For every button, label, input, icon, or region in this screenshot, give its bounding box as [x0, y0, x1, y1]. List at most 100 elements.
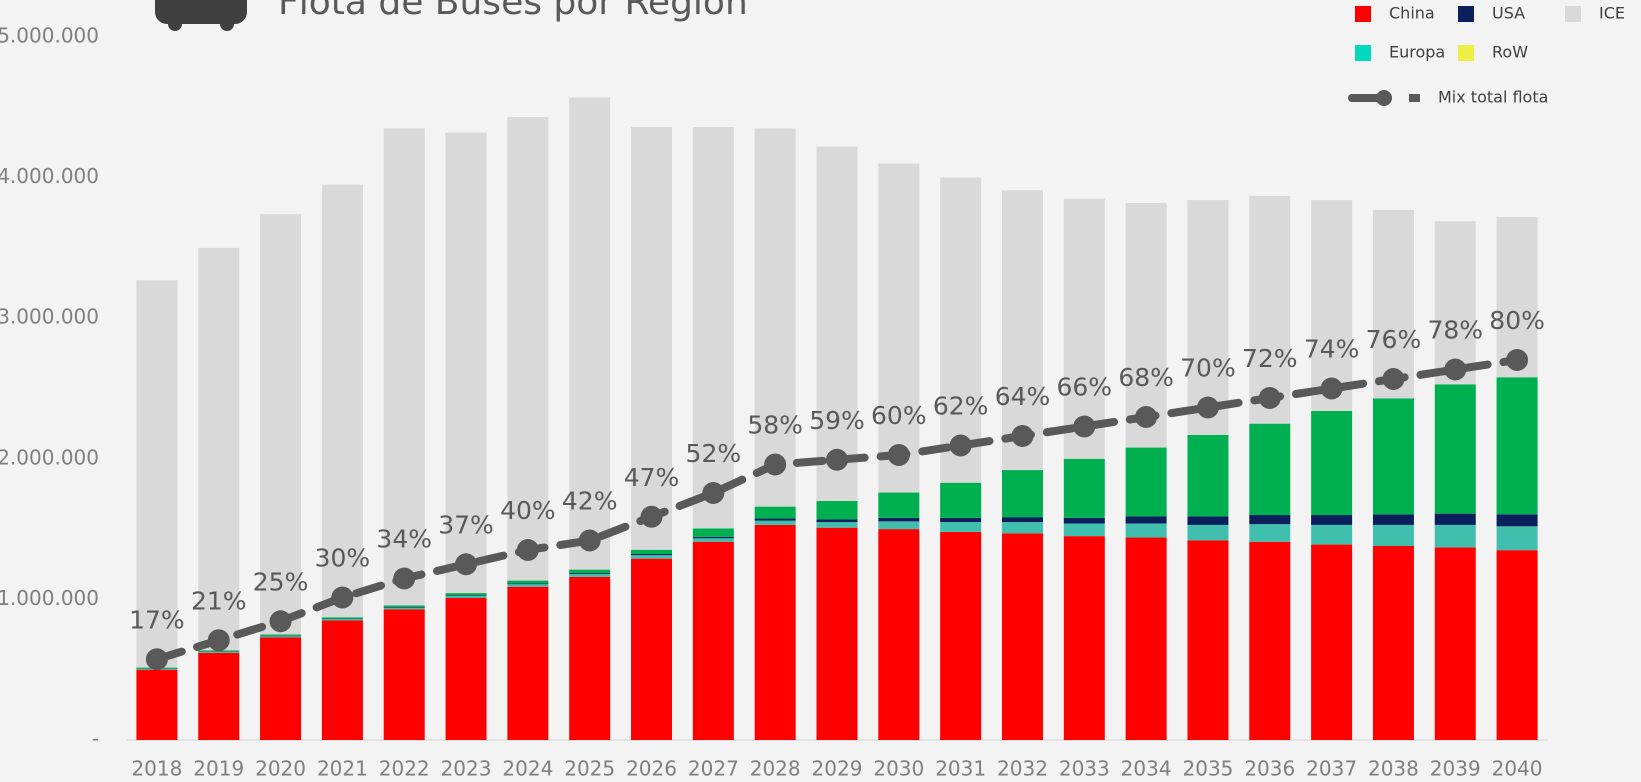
bar-segment	[1187, 524, 1229, 541]
x-tick-label: 2025	[564, 757, 615, 781]
bar-segment	[1125, 523, 1167, 538]
data-label: 60%	[871, 401, 927, 430]
bar-segment	[569, 569, 611, 574]
bar-segment	[1063, 458, 1105, 518]
bar-segment	[1311, 524, 1353, 545]
bar-segment	[816, 519, 858, 523]
bar-segment	[1249, 515, 1291, 525]
x-tick-label: 2022	[379, 757, 430, 781]
mix-marker	[393, 567, 416, 590]
bar-segment	[754, 128, 796, 507]
bar-segment	[692, 528, 734, 537]
mix-marker	[578, 529, 601, 552]
mix-marker	[207, 629, 230, 652]
bar-segment	[1311, 515, 1353, 525]
bar-segment	[1249, 524, 1291, 542]
bar-segment	[816, 522, 858, 528]
data-label: 78%	[1427, 316, 1483, 345]
bar-segment	[1311, 544, 1353, 740]
bar-segment	[1372, 514, 1414, 525]
bar-segment	[569, 573, 611, 575]
mix-marker	[145, 648, 168, 671]
bar-segment	[198, 651, 240, 653]
mix-marker	[1258, 387, 1281, 409]
data-label: 47%	[624, 463, 680, 492]
mix-marker	[887, 444, 910, 466]
bar-segment	[631, 549, 673, 554]
bar-segment	[445, 593, 487, 596]
bar-segment	[1187, 516, 1229, 525]
bar-segment	[569, 576, 611, 740]
bar-segment	[445, 595, 487, 596]
bar-segment	[878, 492, 920, 518]
x-tick-label: 2018	[131, 757, 182, 781]
bar-segment	[940, 517, 982, 523]
bar-segment	[631, 555, 673, 559]
bar-segment	[507, 584, 549, 587]
x-tick-label: 2038	[1368, 757, 1419, 781]
data-label: 30%	[315, 544, 371, 573]
bar-segment	[569, 574, 611, 577]
bar-segment	[198, 652, 240, 740]
data-label: 59%	[809, 406, 865, 435]
bar-segment	[940, 482, 982, 518]
bar-segment	[692, 536, 734, 539]
bar-segment	[507, 586, 549, 740]
bar-segment	[1249, 541, 1291, 740]
bar-segment	[816, 500, 858, 520]
bar-segment	[383, 605, 425, 607]
bar-segment	[321, 617, 363, 619]
bar-segment	[260, 214, 302, 635]
bar-segment	[1434, 384, 1476, 514]
data-label: 17%	[129, 605, 185, 634]
x-tick-label: 2039	[1430, 757, 1481, 781]
bar-segment	[1063, 536, 1105, 740]
bar-segment	[383, 609, 425, 740]
data-label: 66%	[1057, 373, 1113, 402]
x-tick-label: 2026	[626, 757, 677, 781]
y-tick-label: 1.000.000	[0, 586, 99, 610]
bar-segment	[754, 520, 796, 525]
bar-segment	[383, 607, 425, 610]
bar-segment	[754, 524, 796, 740]
x-tick-label: 2031	[935, 757, 986, 781]
bar-segment	[383, 128, 425, 606]
legend-swatch	[1355, 6, 1371, 22]
bar-segment	[692, 541, 734, 740]
x-tick-label: 2024	[502, 757, 553, 781]
bar-segment	[507, 117, 549, 581]
bar-segment	[754, 518, 796, 521]
y-tick-label: 3.000.000	[0, 305, 99, 329]
y-tick-label: 5.000.000	[0, 24, 99, 48]
bar-segment	[569, 97, 611, 570]
mix-marker	[1382, 368, 1405, 390]
x-tick-label: 2035	[1183, 757, 1234, 781]
legend-label: ICE	[1599, 4, 1625, 23]
bar-segment	[198, 247, 240, 651]
x-tick-label: 2030	[873, 757, 924, 781]
bar-segment	[136, 280, 178, 668]
bar-segment	[1434, 513, 1476, 525]
data-label: 72%	[1242, 344, 1298, 373]
bar-segment	[1372, 209, 1414, 399]
x-tick-label: 2020	[255, 757, 306, 781]
bar-segment	[1125, 516, 1167, 524]
bar-segment	[940, 531, 982, 740]
bar-segment	[321, 619, 363, 621]
mix-marker	[455, 553, 478, 576]
bar-segment	[1249, 195, 1291, 424]
bar-segment	[631, 558, 673, 740]
x-tick-label: 2021	[317, 757, 368, 781]
mix-marker	[1320, 377, 1343, 400]
bar-segment	[1125, 537, 1167, 740]
bar-segment	[692, 126, 734, 529]
legend-label: China	[1389, 4, 1435, 23]
legend-label: Europa	[1389, 43, 1445, 62]
bar-segment	[1249, 423, 1291, 516]
y-tick-label: 4.000.000	[0, 164, 99, 188]
data-label: 62%	[933, 392, 989, 421]
y-tick-label: -	[92, 727, 99, 751]
mix-marker	[764, 453, 787, 476]
bar-segment	[1187, 434, 1229, 517]
